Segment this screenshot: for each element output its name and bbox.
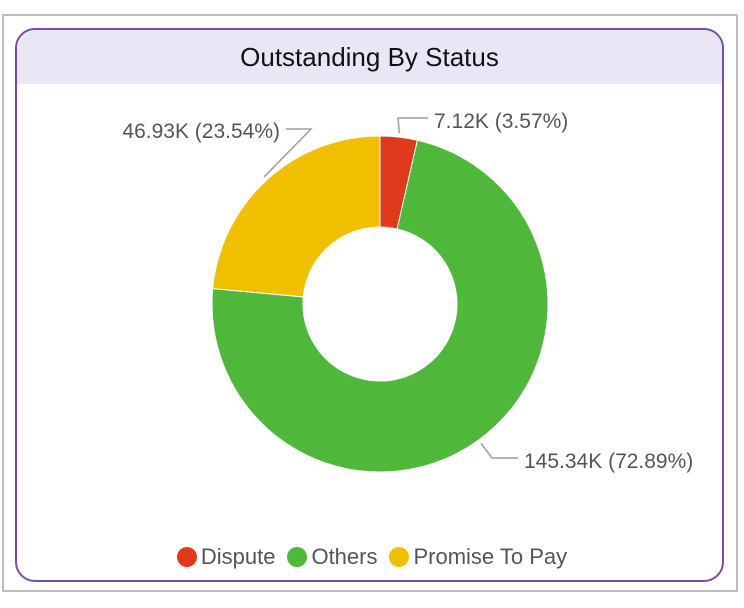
leader-line (397, 117, 428, 134)
data-labels: 7.12K (3.57%) 145.34K (72.89%) 46.93K (23.… (122, 110, 693, 473)
slice-others[interactable] (211, 139, 549, 473)
legend-label: Dispute (200, 544, 276, 569)
donut-slices (211, 135, 549, 473)
legend-marker (389, 547, 410, 567)
chart-card: Outstanding By Status (15, 28, 724, 582)
legend-marker (176, 547, 197, 567)
chart-legend: Dispute Others Promise To Pay (0, 544, 744, 570)
leader-line (263, 128, 313, 178)
slice-promise-to-pay[interactable] (212, 135, 381, 298)
data-label: 145.34K (72.89%) (524, 450, 693, 473)
legend-item[interactable]: Others (287, 544, 377, 570)
legend-item[interactable]: Promise To Pay (389, 544, 567, 570)
legend-label: Others (311, 544, 378, 569)
legend-marker (287, 547, 308, 567)
leader-line (480, 442, 518, 459)
chart-title: Outstanding By Status (240, 41, 499, 72)
data-label: 46.93K (23.54%) (122, 120, 280, 143)
chart-header: Outstanding By Status (17, 30, 722, 84)
legend-item[interactable]: Dispute (176, 544, 276, 570)
legend-label: Promise To Pay (413, 544, 568, 569)
data-label: 7.12K (3.57%) (434, 110, 568, 133)
